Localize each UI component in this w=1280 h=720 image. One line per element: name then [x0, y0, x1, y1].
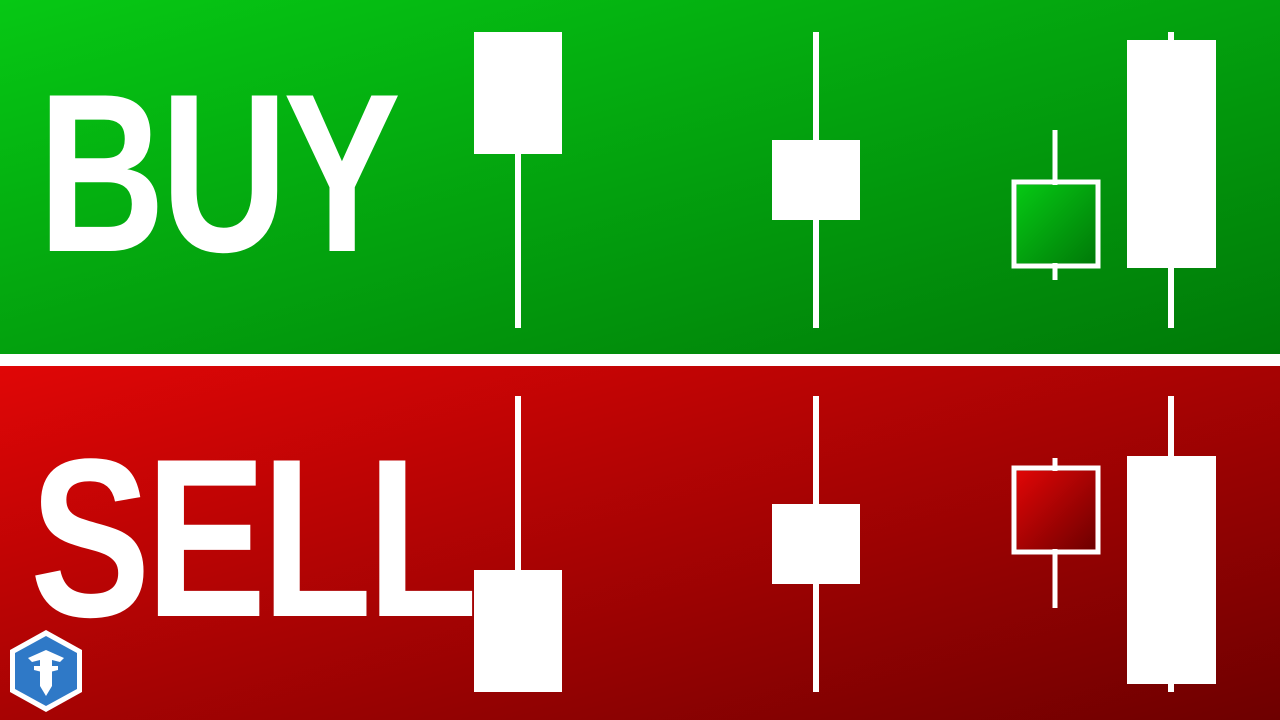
buy-background — [0, 0, 1280, 354]
buy-candle-3-body — [1011, 179, 1101, 269]
shield-helmet-icon — [10, 630, 82, 712]
sell-candle-2-body — [772, 504, 860, 584]
buy-candle-4-body — [1127, 40, 1216, 268]
buy-candle-1 — [474, 32, 562, 328]
sell-candles — [474, 396, 1216, 692]
buy-candle-3 — [1011, 130, 1101, 280]
buy-candle-1-body — [474, 32, 562, 154]
sell-candle-3 — [1011, 458, 1101, 608]
sell-candle-1-body — [474, 570, 562, 692]
sell-candle-4-body — [1127, 456, 1216, 684]
buy-title: BUY — [38, 46, 401, 299]
sell-panel: SELL — [0, 366, 1280, 720]
sell-candle-2 — [772, 396, 860, 692]
buy-panel: BUY — [0, 0, 1280, 354]
buy-candle-2-body — [772, 140, 860, 220]
sell-title: SELL — [30, 411, 478, 664]
sell-candle-3-body — [1011, 465, 1101, 555]
buy-candles — [474, 32, 1216, 328]
buy-candle-4 — [1127, 32, 1216, 328]
buy-candle-2 — [772, 32, 860, 328]
sell-candle-4 — [1127, 396, 1216, 692]
sell-candle-1 — [474, 396, 562, 692]
